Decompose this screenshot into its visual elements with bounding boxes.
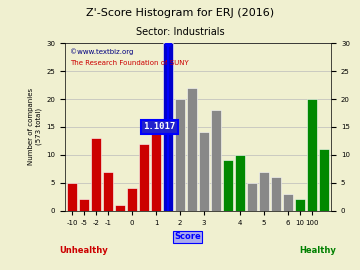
- Bar: [283, 194, 293, 211]
- Bar: [67, 183, 77, 211]
- Text: Unhealthy: Unhealthy: [59, 246, 108, 255]
- Bar: [235, 155, 245, 211]
- Bar: [199, 133, 209, 211]
- Text: Score: Score: [174, 232, 201, 241]
- Text: 1.1017: 1.1017: [144, 122, 176, 131]
- Bar: [223, 160, 233, 211]
- Bar: [259, 171, 269, 211]
- Bar: [79, 200, 89, 211]
- Bar: [151, 133, 161, 211]
- Bar: [211, 110, 221, 211]
- Bar: [175, 99, 185, 211]
- Bar: [91, 138, 101, 211]
- Bar: [295, 200, 305, 211]
- Text: ©www.textbiz.org: ©www.textbiz.org: [70, 48, 134, 55]
- Bar: [139, 144, 149, 211]
- Text: The Research Foundation of SUNY: The Research Foundation of SUNY: [70, 60, 189, 66]
- Bar: [127, 188, 137, 211]
- Y-axis label: Number of companies
(573 total): Number of companies (573 total): [28, 88, 42, 166]
- Bar: [103, 171, 113, 211]
- Bar: [247, 183, 257, 211]
- Bar: [163, 43, 173, 211]
- Bar: [115, 205, 125, 211]
- Bar: [319, 149, 329, 211]
- Bar: [307, 99, 317, 211]
- Text: Z'-Score Histogram for ERJ (2016): Z'-Score Histogram for ERJ (2016): [86, 8, 274, 18]
- Bar: [187, 88, 197, 211]
- Text: Healthy: Healthy: [300, 246, 337, 255]
- Text: Sector: Industrials: Sector: Industrials: [136, 27, 224, 37]
- Bar: [271, 177, 281, 211]
